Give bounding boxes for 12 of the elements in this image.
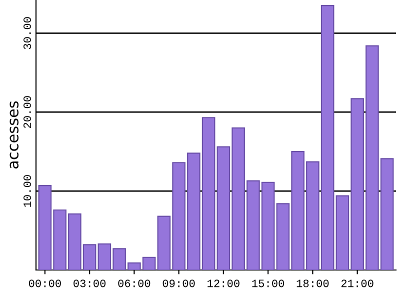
- x-tick-label: 09:00: [162, 280, 195, 288]
- y-tick-label: 20.00: [23, 96, 32, 128]
- y-tick-label: 10.00: [23, 175, 32, 207]
- x-tick-label: 06:00: [118, 280, 150, 288]
- y-axis-title: accesses: [10, 101, 19, 169]
- x-tick-label: 21:00: [341, 280, 374, 288]
- x-tick-label: 12:00: [208, 280, 240, 288]
- x-tick-label: 18:00: [296, 280, 329, 288]
- y-tick-label: 30.00: [23, 17, 32, 50]
- x-tick-label: 15:00: [252, 280, 284, 288]
- x-tick-label: 00:00: [28, 280, 61, 288]
- x-tick-label: 03:00: [74, 280, 106, 288]
